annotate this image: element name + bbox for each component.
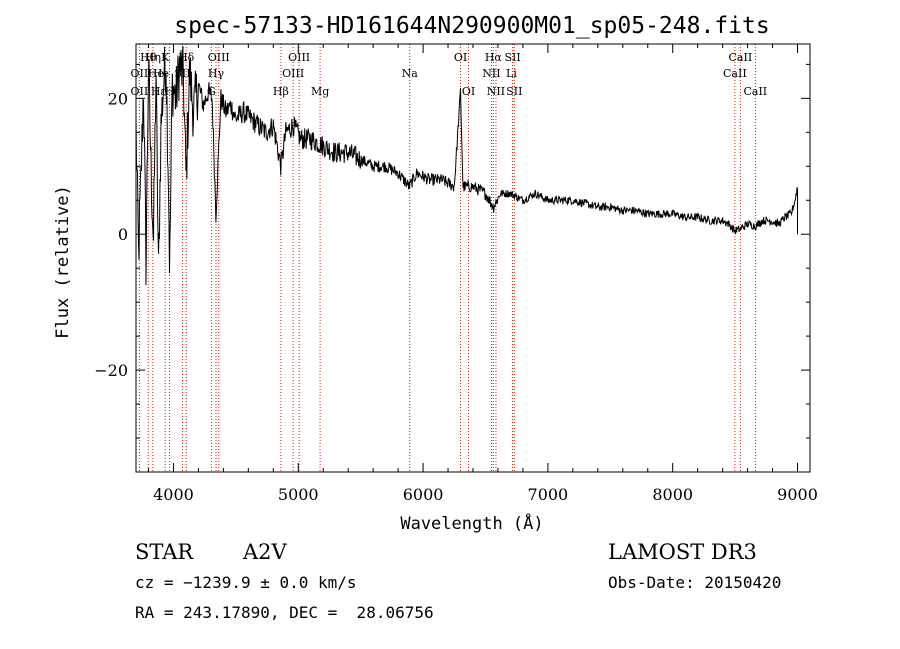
- line-label-oi: OI: [462, 85, 475, 98]
- line-label-oiii: OIII: [208, 51, 230, 64]
- x-tick-label: 7000: [528, 485, 569, 504]
- line-label-oiii: OIII: [282, 67, 304, 80]
- line-label-mg: Mg: [311, 85, 329, 98]
- line-label-li: Li: [506, 67, 517, 80]
- obs-date: Obs-Date: 20150420: [608, 573, 782, 592]
- y-axis-label: Flux (relative): [53, 185, 73, 339]
- y-tick-label: 0: [118, 225, 128, 244]
- x-axis-label: Wavelength (Å): [400, 512, 543, 534]
- y-tick-labels: −20 0 20: [94, 89, 128, 380]
- subclass-label: A2V: [243, 540, 287, 564]
- line-label-he: He: [153, 67, 169, 80]
- x-tick-label: 5000: [278, 485, 319, 504]
- x-tick-label: 6000: [403, 485, 444, 504]
- line-label-oi: OI: [454, 51, 467, 64]
- coordinates: RA = 243.17890, DEC = 28.06756: [135, 603, 434, 622]
- class-label: STAR: [135, 540, 194, 564]
- spectrum-line: [135, 45, 798, 286]
- chart-title: spec-57133-HD161644N290900M01_sp05-248.f…: [174, 13, 769, 39]
- line-label-hγ: Hγ: [208, 67, 225, 80]
- line-label-hβ: Hβ: [273, 85, 289, 98]
- x-tick-label: 4000: [153, 485, 194, 504]
- line-label-k: K: [161, 51, 170, 64]
- y-tick-label: 20: [108, 89, 128, 108]
- line-label-oii: OII: [131, 67, 149, 80]
- line-label-nii: NII: [487, 85, 505, 98]
- y-tick-label: −20: [94, 361, 128, 380]
- survey-label: LAMOST DR3: [608, 540, 757, 564]
- line-label-hα: Hα: [485, 51, 503, 64]
- line-label-hη: Hη: [145, 51, 161, 64]
- emission-line-labels: HθOIIOIIHηHeHεKHeHHδSIIOIIIHγGOIIIOIIIHβ…: [131, 51, 768, 98]
- axis-ticks: [136, 44, 810, 472]
- x-tick-label: 8000: [652, 485, 693, 504]
- line-label-caii: CaII: [729, 51, 753, 64]
- line-label-na: Na: [402, 67, 419, 80]
- line-label-sii: SII: [506, 85, 522, 98]
- line-label-caii: CaII: [723, 67, 747, 80]
- line-label-hε: Hε: [151, 85, 167, 98]
- x-tick-label: 9000: [777, 485, 818, 504]
- line-label-caii: CaII: [743, 85, 767, 98]
- redshift-readout: cz = −1239.9 ± 0.0 km/s: [135, 573, 357, 592]
- line-label-oii: OII: [131, 85, 149, 98]
- line-label-he: He: [148, 67, 164, 80]
- line-label-h: H: [165, 85, 175, 98]
- line-label-oiii: OIII: [288, 51, 310, 64]
- plot-frame: [135, 43, 811, 473]
- line-label-nii: NII: [482, 67, 500, 80]
- x-tick-labels: 4000 5000 6000 7000 8000 9000: [153, 485, 818, 504]
- line-label-hθ: Hθ: [140, 51, 157, 64]
- line-label-sii: SII: [504, 51, 520, 64]
